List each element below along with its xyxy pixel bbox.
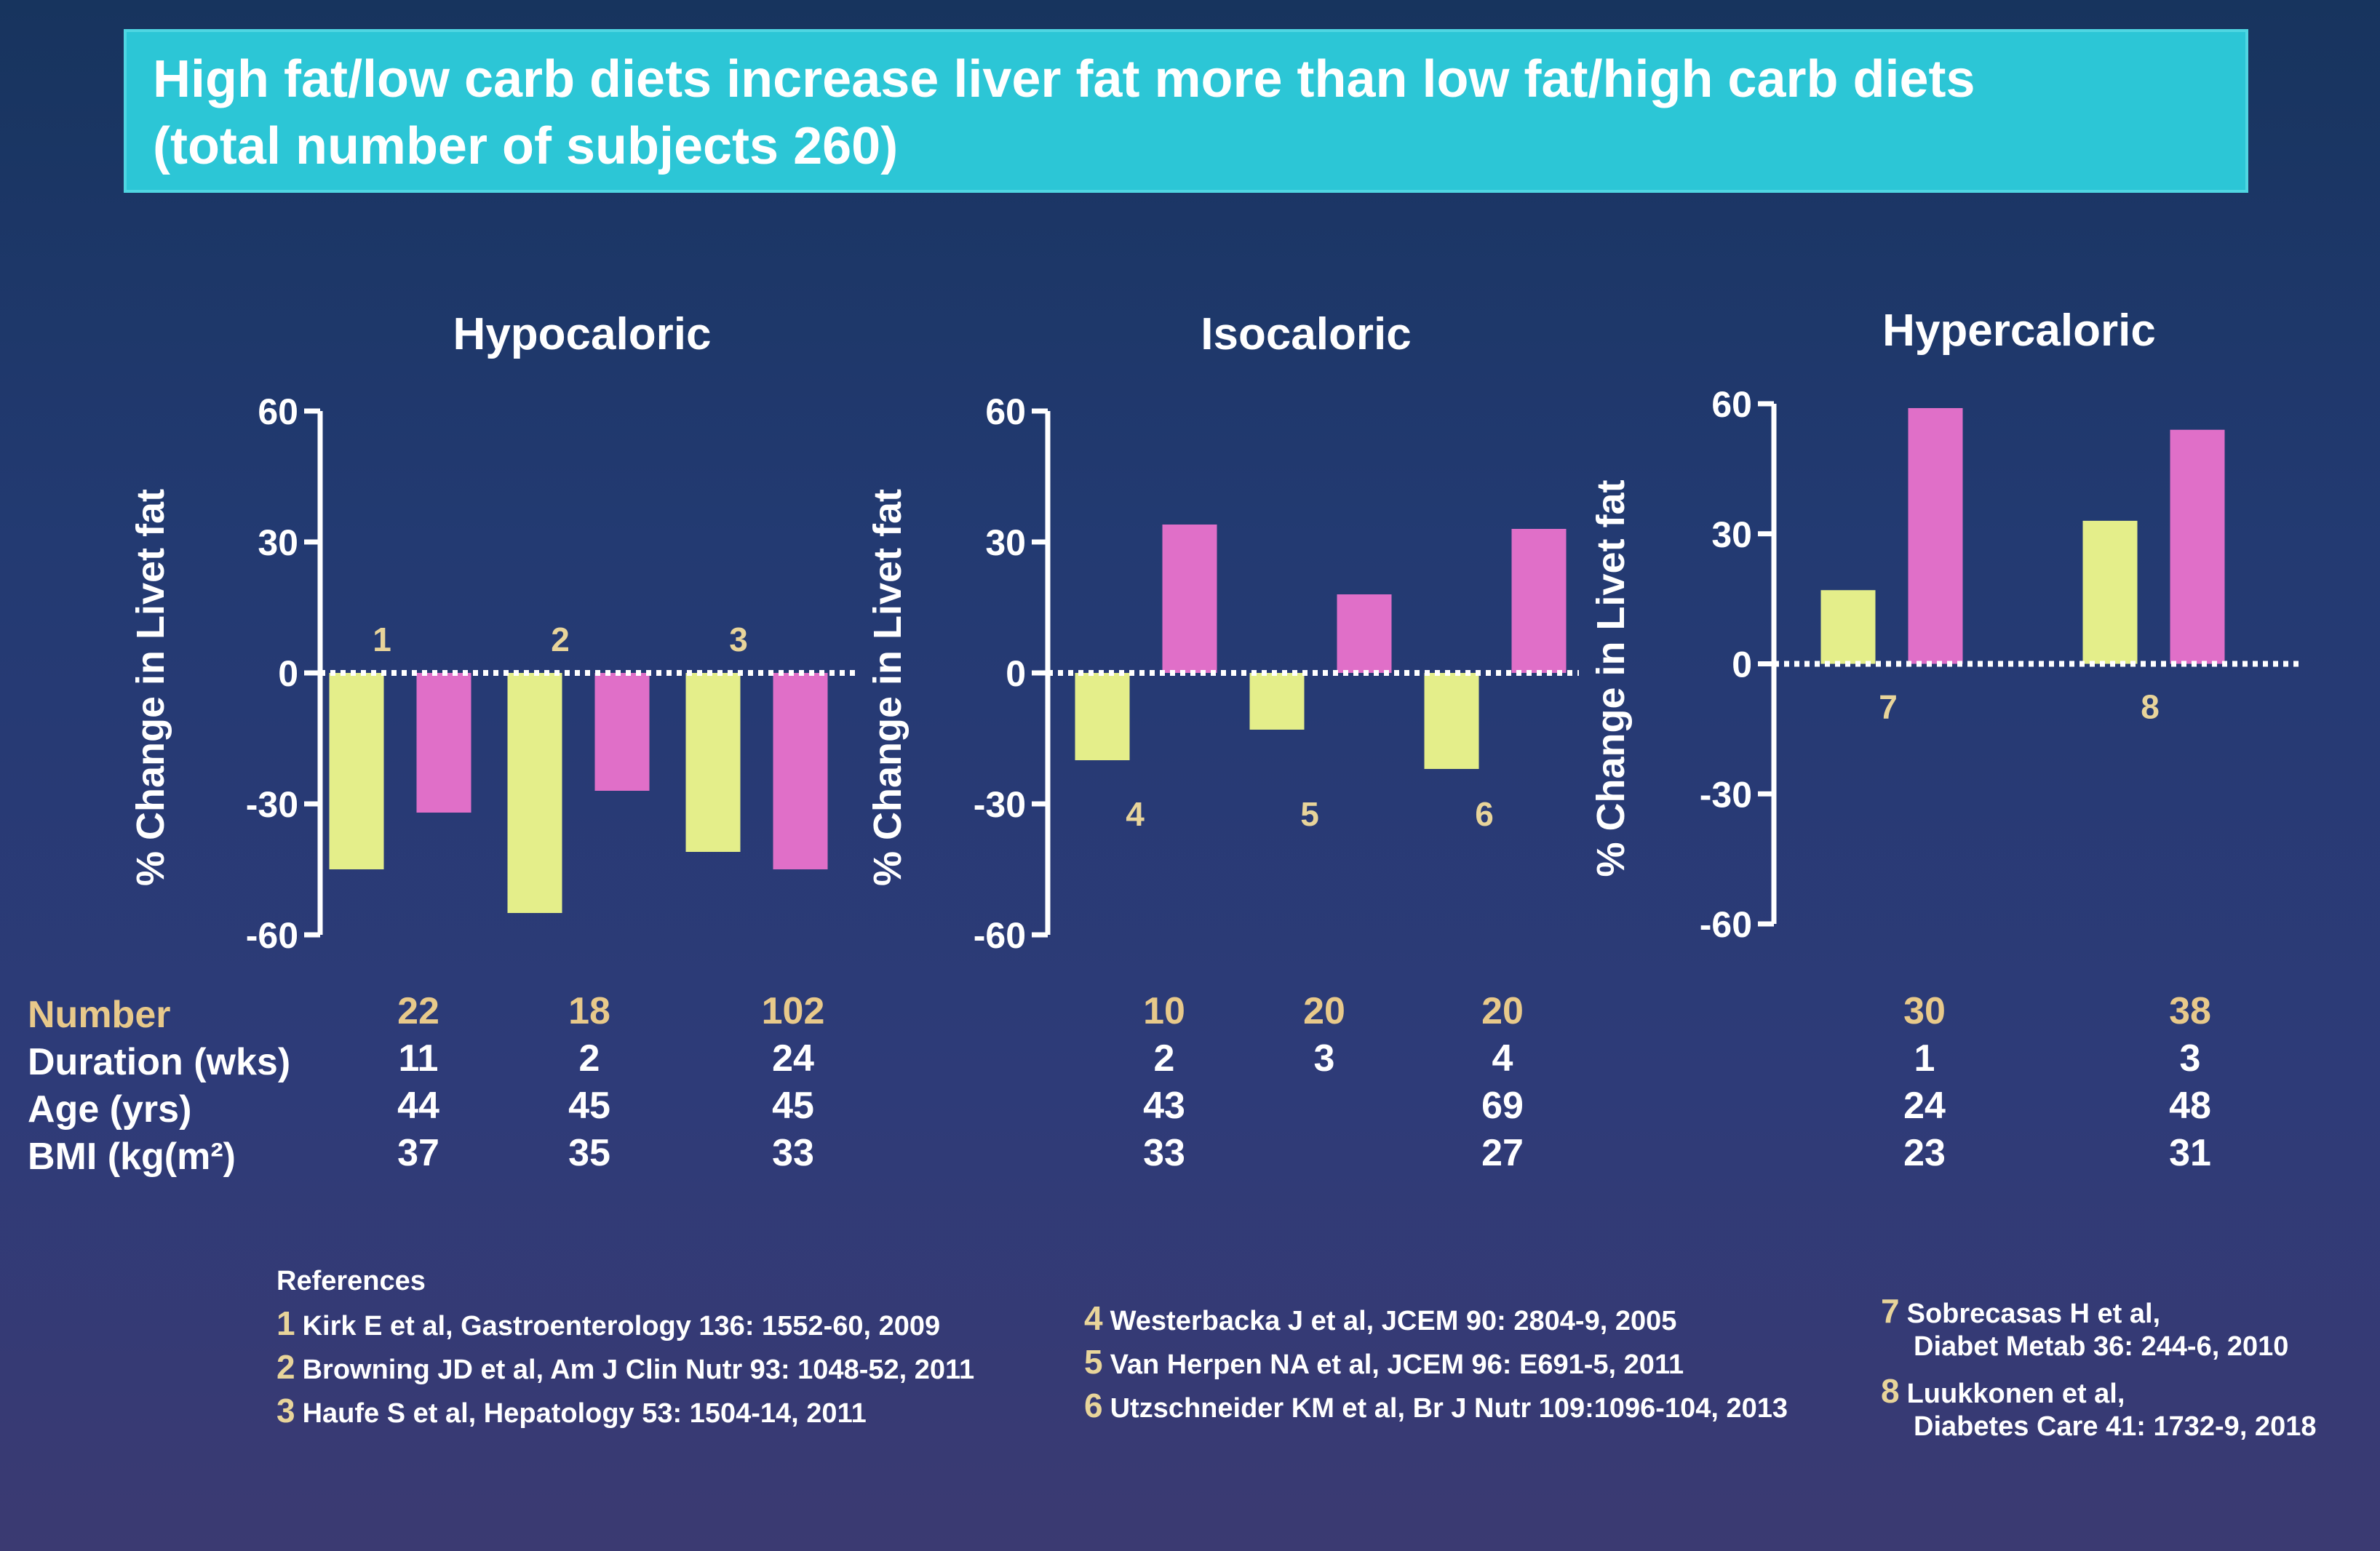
table-cell: 35	[568, 1132, 610, 1174]
row-label-duration: Duration (wks)	[28, 1041, 291, 1083]
bar-panel2-study4-series1	[1075, 673, 1130, 760]
y-tick-label-3-3: -30	[1700, 774, 1752, 815]
slide-title-line-2: (total number of subjects 260)	[153, 117, 899, 175]
study-label-4: 4	[1126, 795, 1145, 833]
y-tick-label-1-3: -30	[246, 784, 298, 825]
table-cell: 24	[772, 1037, 814, 1080]
reference-2: 2 Browning JD et al, Am J Clin Nutr 93: 1…	[276, 1348, 975, 1386]
table-cell: 30	[1903, 990, 1946, 1032]
table-cell: 2	[578, 1037, 600, 1080]
reference-8-cont: Diabetes Care 41: 1732-9, 2018	[1914, 1411, 2317, 1442]
study-label-6: 6	[1475, 795, 1494, 833]
title-banner: High fat/low carb diets increase liver f…	[124, 29, 2248, 193]
table-cell: 4	[1492, 1037, 1513, 1080]
table-cell: 43	[1143, 1085, 1185, 1127]
bar-panel3-study8-series1	[2082, 520, 2138, 664]
table-cell: 24	[1903, 1085, 1946, 1127]
bar-panel2-study4-series2	[1162, 525, 1217, 673]
table-cell: 69	[1481, 1085, 1524, 1127]
study-label-2: 2	[551, 621, 570, 658]
reference-7-cont: Diabet Metab 36: 244-6, 2010	[1914, 1331, 2289, 1362]
panel-title-1: Hypocaloric	[453, 309, 712, 359]
bar-panel3-study8-series2	[2170, 429, 2225, 664]
y-tick-label-3-4: -60	[1700, 904, 1752, 945]
bar-panel3-study7-series1	[1820, 590, 1876, 664]
table-cell: 48	[2169, 1085, 2211, 1127]
bar-panel1-study3-series2	[773, 673, 828, 869]
table-cell: 11	[398, 1037, 439, 1080]
bar-panel2-study5-series2	[1337, 594, 1392, 673]
y-tick-label-2-4: -60	[974, 915, 1026, 956]
bar-panel2-study6-series2	[1511, 529, 1567, 673]
y-tick-label-2-1: 30	[985, 522, 1026, 563]
row-label-bmi: BMI (kg(m²)	[28, 1136, 236, 1178]
table-cell: 2	[1153, 1037, 1175, 1080]
y-axis-label-2: % Change in Livet fat	[866, 489, 910, 886]
table-cell: 27	[1481, 1132, 1524, 1174]
table-cell: 1	[1914, 1037, 1935, 1080]
reference-8: 8 Luukkonen et al,	[1881, 1372, 2125, 1410]
y-tick-label-2-2: 0	[1006, 653, 1026, 694]
table-cell: 45	[772, 1085, 814, 1127]
study-label-3: 3	[729, 621, 748, 658]
y-tick-label-1-4: -60	[246, 915, 298, 956]
bar-panel3-study7-series2	[1908, 407, 1963, 664]
y-axis-label-1: % Change in Livet fat	[129, 489, 172, 886]
bar-panel1-study2-series2	[594, 673, 650, 791]
reference-1: 1 Kirk E et al, Gastroenterology 136: 155…	[276, 1304, 941, 1342]
reference-3: 3 Haufe S et al, Hepatology 53: 1504-14, …	[276, 1392, 867, 1430]
slide-title-line-1: High fat/low carb diets increase liver f…	[153, 50, 1975, 108]
table-cell: 33	[1143, 1132, 1185, 1174]
y-tick-label-3-1: 30	[1711, 514, 1752, 555]
y-tick-label-1-2: 0	[278, 653, 298, 694]
table-cell: 44	[397, 1085, 439, 1127]
table-cell: 31	[2169, 1132, 2211, 1174]
study-label-7: 7	[1879, 688, 1898, 726]
table-cell: 22	[397, 990, 439, 1032]
table-cell: 38	[2169, 990, 2211, 1032]
y-tick-label-2-3: -30	[974, 784, 1026, 825]
charts-canvas: Hypocaloric% Change in Livet fat60300-30…	[129, 306, 2225, 956]
table-cell: 18	[568, 990, 610, 1032]
study-label-8: 8	[2141, 688, 2160, 726]
bar-panel1-study3-series1	[685, 673, 741, 852]
study-label-1: 1	[373, 621, 391, 658]
y-tick-label-2-0: 60	[985, 391, 1026, 432]
table-cell: 3	[2179, 1037, 2201, 1080]
y-tick-label-3-0: 60	[1711, 384, 1752, 425]
bar-panel2-study5-series1	[1249, 673, 1305, 730]
y-tick-label-1-0: 60	[258, 391, 298, 432]
y-axis-label-3: % Change in Livet fat	[1589, 479, 1633, 877]
row-label-age: Age (yrs)	[28, 1088, 192, 1131]
table-cell: 10	[1143, 990, 1185, 1032]
table-cell: 20	[1481, 990, 1524, 1032]
reference-5: 5 Van Herpen NA et al, JCEM 96: E691-5, 2…	[1084, 1343, 1684, 1381]
table-cell: 37	[397, 1132, 439, 1174]
panel-title-3: Hypercaloric	[1882, 306, 2156, 356]
references-header: References	[276, 1266, 426, 1296]
y-tick-label-3-2: 0	[1732, 645, 1752, 685]
bar-panel1-study1-series1	[329, 673, 384, 869]
reference-4: 4 Westerbacka J et al, JCEM 90: 2804-9, 2…	[1084, 1299, 1677, 1337]
bar-panel2-study6-series1	[1424, 673, 1479, 769]
table-cell: 3	[1313, 1037, 1335, 1080]
y-tick-label-1-1: 30	[258, 522, 298, 563]
table-cell: 23	[1903, 1132, 1946, 1174]
bar-panel1-study2-series1	[507, 673, 562, 913]
table-cell: 20	[1303, 990, 1345, 1032]
reference-7: 7 Sobrecasas H et al,	[1881, 1292, 2161, 1330]
table-cell: 45	[568, 1085, 610, 1127]
bar-panel1-study1-series2	[416, 673, 471, 813]
panel-title-2: Isocaloric	[1201, 309, 1411, 359]
table-cell: 33	[772, 1132, 814, 1174]
row-label-number: Number	[28, 994, 171, 1036]
study-label-5: 5	[1300, 795, 1319, 833]
reference-6: 6 Utzschneider KM et al, Br J Nutr 109:10…	[1084, 1387, 1788, 1424]
table-cell: 102	[761, 990, 825, 1032]
